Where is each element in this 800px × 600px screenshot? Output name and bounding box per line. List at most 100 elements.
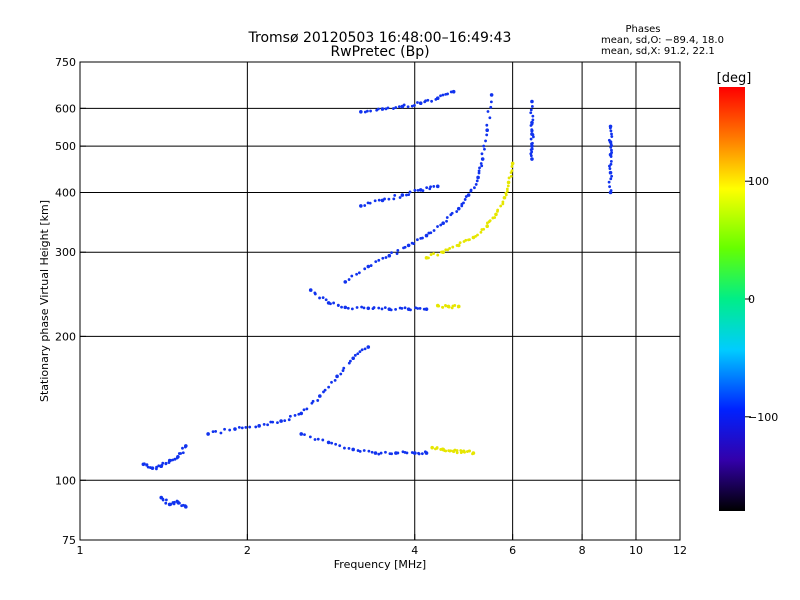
- data-point: [531, 118, 535, 122]
- data-point: [366, 201, 370, 205]
- data-point: [476, 175, 480, 180]
- chart-subtitle: RwPretec (Bp): [330, 44, 429, 60]
- data-point: [380, 107, 385, 111]
- data-point: [529, 148, 533, 152]
- data-point: [510, 161, 515, 166]
- data-point: [405, 193, 408, 197]
- data-point: [489, 105, 493, 109]
- data-point: [322, 390, 325, 394]
- data-point: [347, 278, 351, 281]
- data-point: [501, 200, 505, 204]
- data-point: [430, 445, 434, 450]
- data-point: [323, 388, 327, 392]
- data-point: [172, 502, 176, 506]
- data-point: [418, 101, 423, 105]
- data-point: [393, 193, 397, 197]
- data-point: [610, 148, 613, 152]
- data-point: [429, 231, 433, 235]
- data-point: [403, 306, 407, 310]
- data-point: [531, 141, 534, 145]
- data-point: [374, 260, 378, 264]
- data-point: [376, 107, 380, 111]
- data-point: [355, 306, 359, 309]
- data-point: [432, 229, 436, 232]
- data-point: [181, 446, 184, 450]
- data-point: [407, 193, 411, 197]
- data-point: [403, 245, 407, 249]
- data-point: [368, 201, 372, 205]
- x-tick-label: 4: [411, 544, 418, 557]
- data-point: [420, 452, 424, 456]
- data-point: [350, 274, 354, 278]
- data-point: [530, 157, 534, 161]
- data-point: [318, 394, 322, 398]
- data-point: [392, 197, 396, 201]
- data-point: [462, 201, 465, 205]
- data-point: [610, 151, 614, 154]
- data-point: [416, 238, 419, 242]
- data-point: [228, 428, 232, 432]
- data-point: [480, 157, 485, 161]
- data-point: [530, 150, 534, 154]
- data-point: [372, 306, 376, 309]
- data-point: [531, 114, 535, 118]
- data-point: [384, 256, 388, 259]
- data-point: [145, 463, 149, 467]
- data-point: [365, 109, 369, 113]
- data-point: [507, 176, 511, 180]
- colorbar-label: [deg]: [717, 71, 752, 86]
- x-axis-label: Frequency [MHz]: [334, 558, 426, 571]
- data-point: [400, 306, 404, 310]
- data-point: [476, 233, 479, 237]
- data-point: [316, 399, 320, 402]
- data-point: [373, 451, 378, 455]
- data-point: [410, 104, 414, 108]
- data-point: [441, 93, 445, 97]
- data-point: [609, 129, 613, 133]
- data-point: [363, 204, 367, 207]
- data-point: [510, 169, 514, 173]
- phases-line-o: mean, sd,O: −89.4, 18.0: [601, 35, 724, 46]
- data-point: [262, 423, 266, 426]
- data-point: [355, 272, 359, 276]
- data-point: [394, 307, 398, 311]
- phases-title: Phases: [625, 24, 660, 35]
- grid-lines: [80, 62, 680, 540]
- data-point: [406, 105, 410, 109]
- data-point: [386, 106, 390, 110]
- data-point: [459, 449, 463, 452]
- data-point: [177, 452, 181, 455]
- data-point: [485, 133, 489, 137]
- data-point: [161, 461, 165, 465]
- data-point: [356, 449, 360, 452]
- data-point: [485, 123, 489, 127]
- data-point: [391, 107, 395, 110]
- chart-title: Tromsø 20120503 16:48:00–16:49:43: [248, 30, 512, 46]
- data-point: [477, 171, 481, 175]
- data-point: [505, 187, 509, 191]
- data-point: [471, 451, 476, 455]
- data-point: [336, 304, 340, 307]
- data-point: [254, 425, 258, 429]
- data-point: [464, 238, 468, 242]
- data-point: [459, 451, 463, 455]
- data-point: [333, 378, 337, 382]
- data-point: [164, 498, 168, 502]
- data-point: [467, 449, 471, 453]
- data-point: [324, 298, 328, 302]
- data-point: [441, 250, 445, 255]
- data-point: [176, 454, 180, 459]
- data-point: [430, 99, 434, 103]
- y-tick-label: 200: [55, 330, 76, 343]
- data-point: [455, 210, 459, 213]
- data-point: [405, 451, 409, 455]
- data-point: [184, 444, 188, 448]
- data-point: [437, 304, 441, 308]
- data-point: [370, 450, 374, 454]
- x-tick-label: 1: [77, 544, 84, 557]
- data-point: [396, 451, 400, 455]
- data-point: [330, 380, 333, 384]
- data-point: [453, 448, 457, 452]
- data-point: [369, 109, 372, 113]
- data-point: [439, 223, 443, 227]
